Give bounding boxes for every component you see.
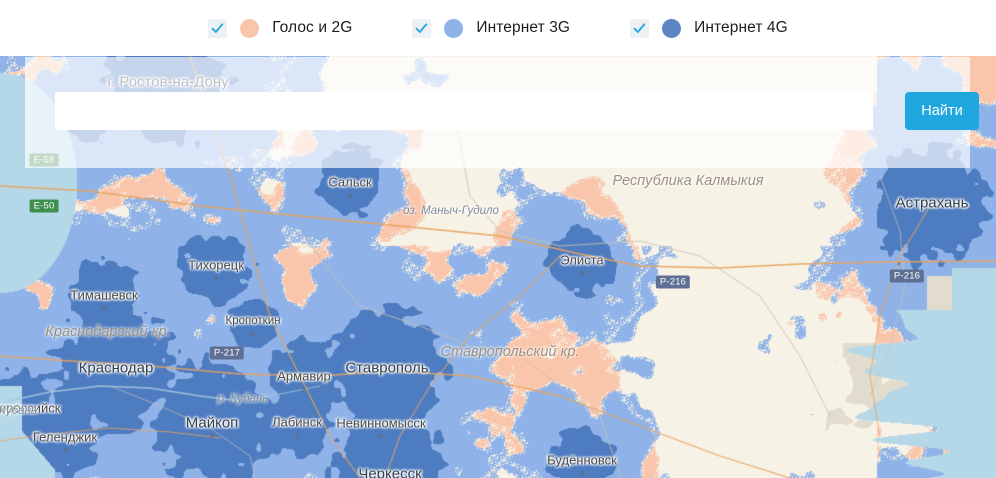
swatch-voice-2g [240, 18, 260, 38]
checkbox-voice-2g[interactable] [208, 18, 228, 38]
search-panel: Найти [25, 57, 979, 168]
legend-label-internet-4g: Интернет 4G [694, 19, 788, 36]
legend-label-internet-3g: Интернет 3G [476, 19, 571, 36]
check-icon [633, 22, 646, 33]
legend-item-internet-3g[interactable]: Интернет 3G [412, 13, 570, 43]
swatch-internet-4g [662, 18, 682, 38]
check-icon [415, 22, 428, 33]
swatch-internet-3g [444, 18, 464, 38]
checkbox-internet-4g[interactable] [630, 18, 650, 38]
legend-label-voice-2g: Голос и 2G [272, 19, 353, 36]
coverage-legend-bar: Голос и 2G Интернет 3G Интернет 4G [0, 0, 996, 56]
search-button[interactable]: Найти [905, 92, 979, 130]
checkbox-internet-3g[interactable] [412, 18, 432, 38]
check-icon [211, 22, 224, 33]
legend-item-voice-2g[interactable]: Голос и 2G [208, 13, 352, 43]
search-input[interactable] [55, 92, 873, 130]
legend-item-internet-4g[interactable]: Интернет 4G [630, 13, 788, 43]
